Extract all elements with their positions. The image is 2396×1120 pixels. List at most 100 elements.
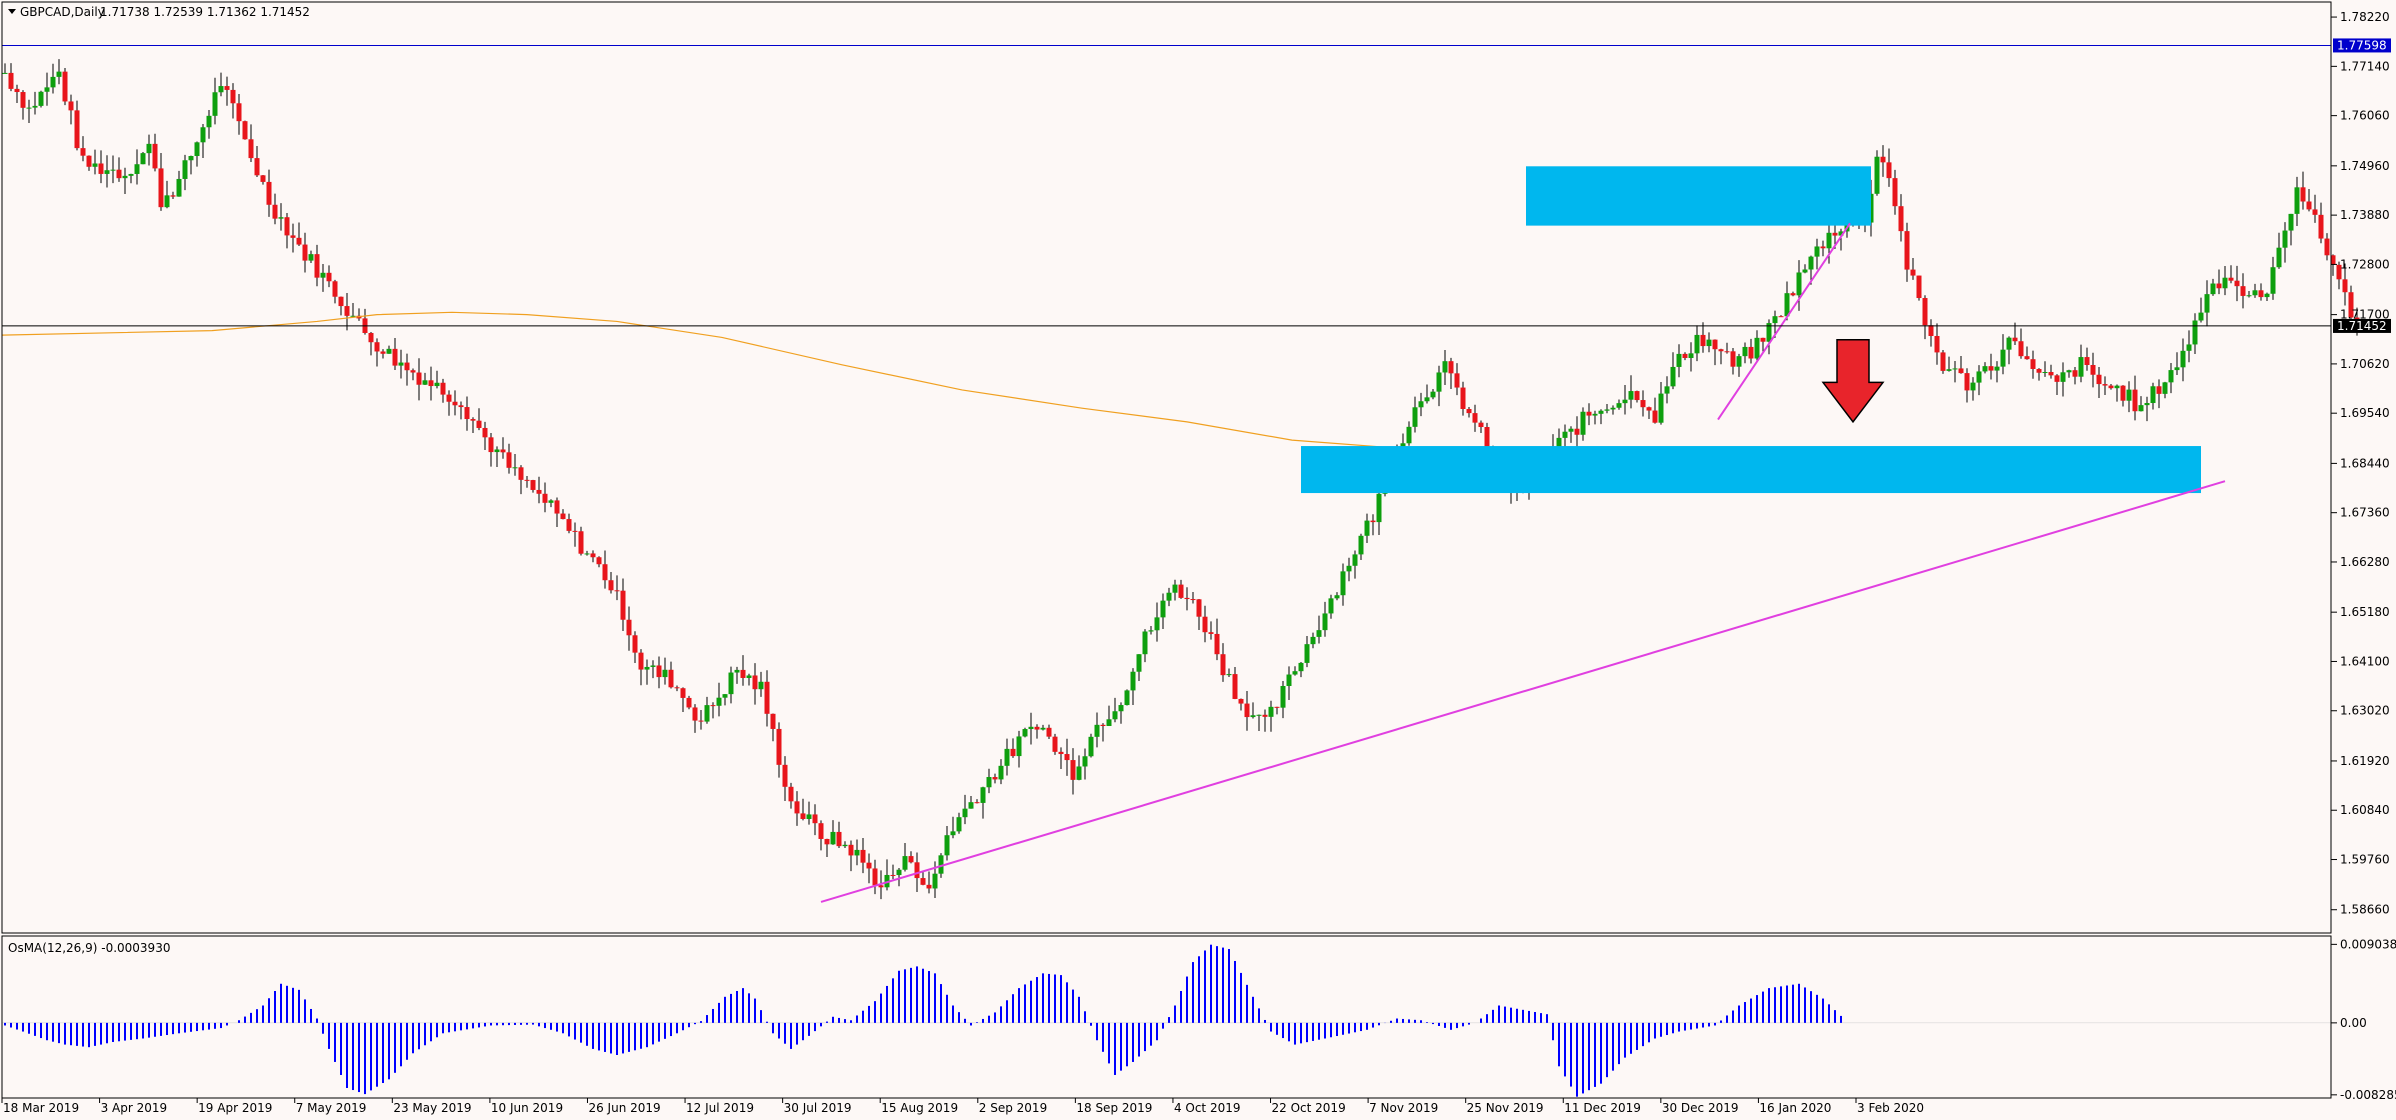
candle-body — [806, 814, 812, 819]
candle-body — [1742, 346, 1748, 357]
x-tick-label-2: 19 Apr 2019 — [198, 1101, 272, 1115]
x-tick-label-10: 2 Sep 2019 — [979, 1101, 1047, 1115]
candle-body — [122, 175, 128, 179]
candle-body — [560, 513, 566, 520]
candle-body — [230, 89, 236, 104]
candle-body — [476, 420, 482, 428]
candle-body — [1748, 346, 1754, 359]
candle-body — [434, 382, 440, 387]
candle-body — [410, 370, 416, 373]
candle-body — [2102, 384, 2108, 386]
candle-body — [1760, 337, 1766, 342]
candle-body — [1958, 368, 1964, 374]
candle-body — [212, 92, 218, 116]
candle-body — [1322, 613, 1328, 631]
candle-body — [770, 713, 776, 729]
candle-body — [2006, 337, 2012, 350]
candle-body — [638, 652, 644, 670]
candle-body — [2288, 213, 2294, 231]
candle-body — [1712, 339, 1718, 350]
candle-body — [1196, 599, 1202, 617]
x-tick-label-12: 4 Oct 2019 — [1174, 1101, 1241, 1115]
x-tick-label-16: 11 Dec 2019 — [1564, 1101, 1641, 1115]
candle-body — [1838, 231, 1844, 236]
candle-body — [1406, 426, 1412, 444]
x-tick-label-6: 26 Jun 2019 — [588, 1101, 660, 1115]
candle-body — [1268, 706, 1274, 717]
candle-body — [1628, 391, 1634, 400]
candle-body — [1790, 293, 1796, 296]
resistance-zone[interactable] — [1526, 166, 1871, 226]
candle-body — [1136, 654, 1142, 672]
candle-body — [506, 452, 512, 468]
candle-body — [1982, 366, 1988, 372]
candle-body — [2162, 382, 2168, 394]
candle-body — [2174, 367, 2180, 371]
osma-label: OsMA(12,26,9) -0.0003930 — [8, 941, 170, 955]
candle-body — [2204, 294, 2210, 313]
candle-body — [734, 669, 740, 673]
candle-body — [2030, 359, 2036, 369]
y-tick-label-4: 1.73880 — [2340, 208, 2390, 222]
candle-body — [2192, 320, 2198, 345]
x-tick-label-7: 12 Jul 2019 — [686, 1101, 754, 1115]
short-trendline[interactable] — [1717, 222, 1851, 421]
x-tick-label-4: 23 May 2019 — [393, 1101, 471, 1115]
candle-body — [194, 142, 200, 157]
candle-body — [1892, 178, 1898, 207]
candle-body — [1634, 391, 1640, 401]
candle-body — [2312, 209, 2318, 215]
dropdown-triangle-icon[interactable] — [8, 9, 16, 14]
candle-body — [1946, 369, 1952, 371]
candle-body — [404, 362, 410, 371]
candle-body — [842, 844, 848, 847]
candle-body — [2276, 247, 2282, 268]
candle-body — [2342, 279, 2348, 293]
candle-body — [1610, 407, 1616, 410]
candle-body — [1424, 397, 1430, 402]
candle-body — [1676, 353, 1682, 367]
candle-body — [1052, 736, 1058, 752]
candle-body — [794, 801, 800, 814]
candle-body — [1754, 337, 1760, 359]
candle-body — [218, 86, 224, 93]
candle-body — [1994, 366, 2000, 371]
candle-body — [2144, 403, 2150, 406]
long-trendline[interactable] — [820, 480, 2226, 903]
candle-body — [1442, 361, 1448, 373]
candle-body — [530, 480, 536, 490]
candle-body — [320, 272, 326, 278]
candle-body — [2294, 187, 2300, 214]
candle-body — [986, 777, 992, 788]
candle-body — [338, 296, 344, 307]
candle-body — [1142, 631, 1148, 655]
candle-body — [1304, 644, 1310, 663]
candle-body — [110, 169, 116, 171]
candle-body — [1940, 352, 1946, 371]
y-tick-label-7: 1.70620 — [2340, 357, 2390, 371]
candle-body — [890, 874, 896, 876]
candle-body — [566, 519, 572, 531]
candle-body — [2012, 337, 2018, 342]
candle-body — [884, 874, 890, 888]
candle-body — [698, 720, 704, 722]
y-tick-label-12: 1.65180 — [2340, 605, 2390, 619]
x-tick-label-5: 10 Jun 2019 — [491, 1101, 563, 1115]
candle-body — [44, 87, 50, 92]
candle-body — [1088, 736, 1094, 757]
candle-body — [1370, 520, 1376, 523]
candle-body — [350, 315, 356, 317]
candle-body — [1034, 726, 1040, 730]
candle-body — [536, 489, 542, 494]
candle-body — [722, 694, 728, 698]
candle-body — [2072, 370, 2078, 377]
candle-body — [2066, 370, 2072, 373]
candle-body — [1358, 535, 1364, 555]
candle-body — [1346, 565, 1352, 572]
candle-body — [1916, 275, 1922, 299]
candle-body — [2216, 283, 2222, 289]
candle-body — [2018, 341, 2024, 357]
support-zone[interactable] — [1301, 446, 2201, 494]
candle-body — [2210, 283, 2216, 295]
